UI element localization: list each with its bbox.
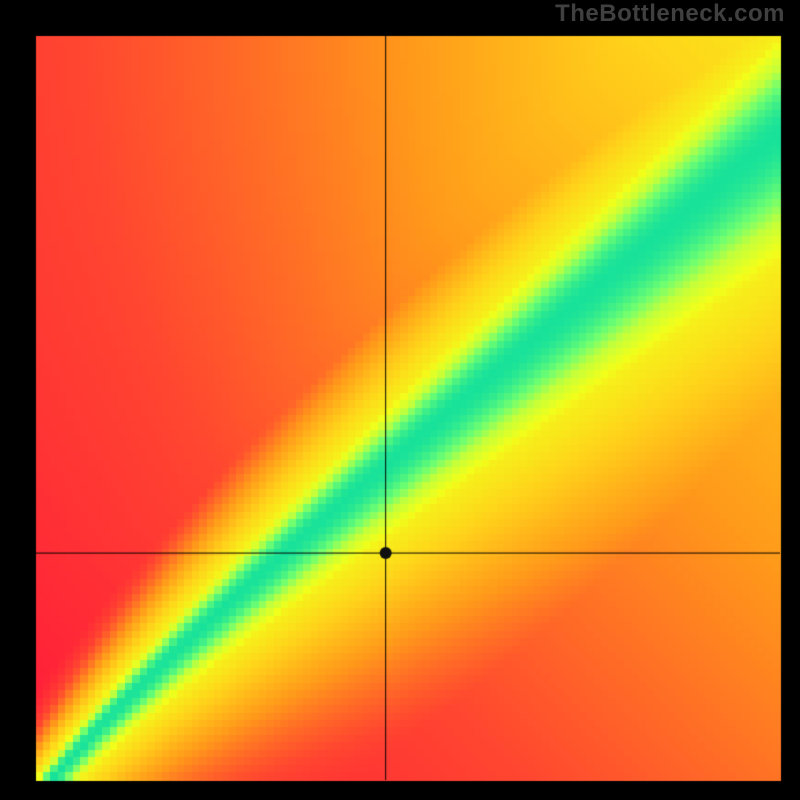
watermark-text: TheBottleneck.com: [555, 0, 785, 28]
bottleneck-heatmap: [0, 0, 800, 800]
chart-container: TheBottleneck.com: [0, 0, 800, 800]
